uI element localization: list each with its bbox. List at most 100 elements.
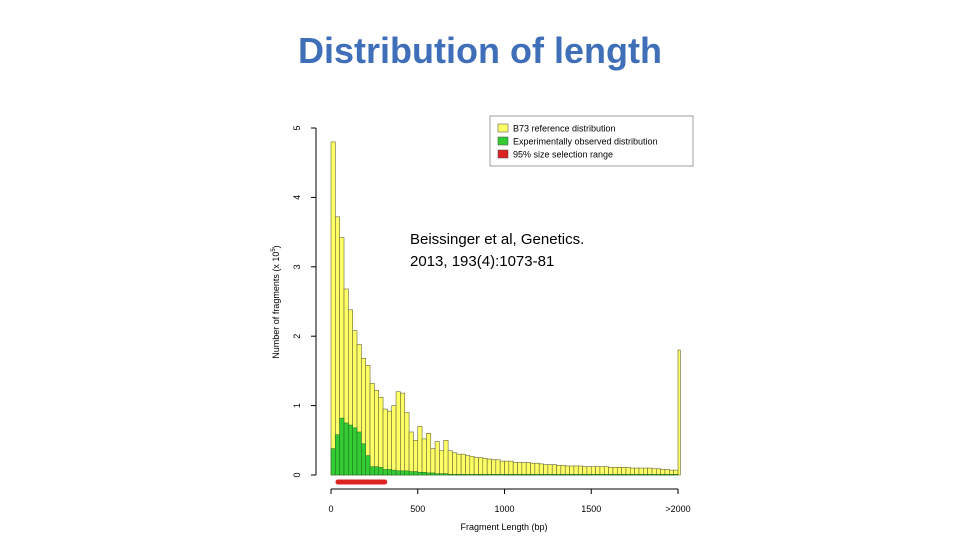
observed-bar [443,473,449,476]
reference-bar [564,465,570,476]
x-tick-label: 1000 [494,504,514,514]
observed-bar [408,471,414,476]
observed-bar [617,474,622,476]
observed-bar [365,455,371,476]
reference-bar [421,438,427,476]
observed-bar [473,474,479,476]
slide-title: Distribution of length [298,30,662,71]
y-tick-label: 2 [292,334,302,339]
observed-bar [374,466,379,476]
observed-bar [508,474,514,476]
observed-bar [348,424,353,476]
reference-bar [573,465,579,476]
observed-bar [538,474,544,476]
observed-bar [369,466,375,476]
reference-bar [512,462,518,476]
y-tick-label: 5 [292,125,302,130]
observed-bars [330,417,679,476]
y-tick-label: 0 [292,472,302,477]
observed-bar [547,474,553,476]
reference-bar [621,467,627,476]
reference-bar [456,453,462,476]
y-tick-label: 4 [292,195,302,200]
observed-bar [512,474,518,476]
chart-legend: B73 reference distribution Experimentally… [489,115,694,167]
reference-bar [616,467,622,476]
observed-bar [486,474,492,476]
x-tick-label: >2000 [665,504,690,514]
observed-bar [417,471,423,476]
reference-bar [634,467,640,476]
reference-bar [530,462,536,476]
legend-swatch [497,123,509,133]
observed-bar [669,474,674,476]
observed-bar [569,474,575,476]
reference-bar [517,462,523,476]
observed-bar [447,474,453,476]
reference-bar [647,467,653,476]
observed-bar [651,474,657,476]
observed-bar [551,474,557,476]
reference-bar [577,465,583,476]
observed-bar [560,474,566,476]
observed-bar [521,474,527,476]
reference-bar [525,462,531,476]
reference-bar [452,452,458,476]
observed-bar [335,434,340,476]
observed-bar [647,474,653,476]
reference-bar [582,466,588,476]
legend-label: B73 reference distribution [513,124,616,134]
reference-bar [460,453,466,476]
reference-bar [426,433,432,476]
observed-bar [469,474,475,476]
reference-bar [603,466,609,476]
observed-bar [391,469,397,476]
observed-bar [439,473,445,476]
x-tick-label: 500 [410,504,425,514]
reference-bar [590,466,596,476]
observed-bar [452,474,458,476]
reference-bar [465,455,471,476]
reference-bar [400,392,406,476]
observed-bar [478,474,484,476]
reference-bar [495,459,501,476]
observed-bar [543,474,549,476]
observed-bar [595,474,601,476]
reference-bar [413,439,419,476]
observed-bar [599,474,605,476]
reference-bar [330,141,336,476]
observed-bar [573,474,579,476]
legend-box [489,115,694,167]
reference-bar [586,466,592,476]
observed-bar [343,422,349,476]
observed-bar [426,472,432,476]
reference-bar [543,464,549,476]
observed-bar [525,474,531,476]
reference-bar [486,458,492,476]
observed-bar [504,474,510,476]
y-axis-label: Number of fragments (x 105) [271,245,281,358]
observed-bar [413,471,419,476]
observed-bar [643,474,648,476]
observed-bar [456,474,462,476]
observed-bar [556,474,562,476]
observed-bar [465,474,471,476]
reference-bar [608,467,614,476]
legend-label: 95% size selection range [513,150,613,160]
reference-bar [625,467,631,476]
reference-bar [439,450,445,476]
x-tick-label: 0 [328,504,333,514]
observed-bar [673,474,679,476]
citation: Beissinger et al, Genetics. 2013, 193(4)… [410,229,584,273]
reference-bar [504,460,510,476]
observed-bar [421,471,427,476]
observed-bar [430,472,436,476]
reference-bar [469,455,475,476]
reference-bar [387,410,393,476]
observed-bar [621,474,627,476]
legend-swatch [497,149,509,159]
reference-bar [434,441,440,476]
observed-bar [382,469,388,476]
reference-bar [560,464,566,476]
reference-bar [629,467,635,476]
